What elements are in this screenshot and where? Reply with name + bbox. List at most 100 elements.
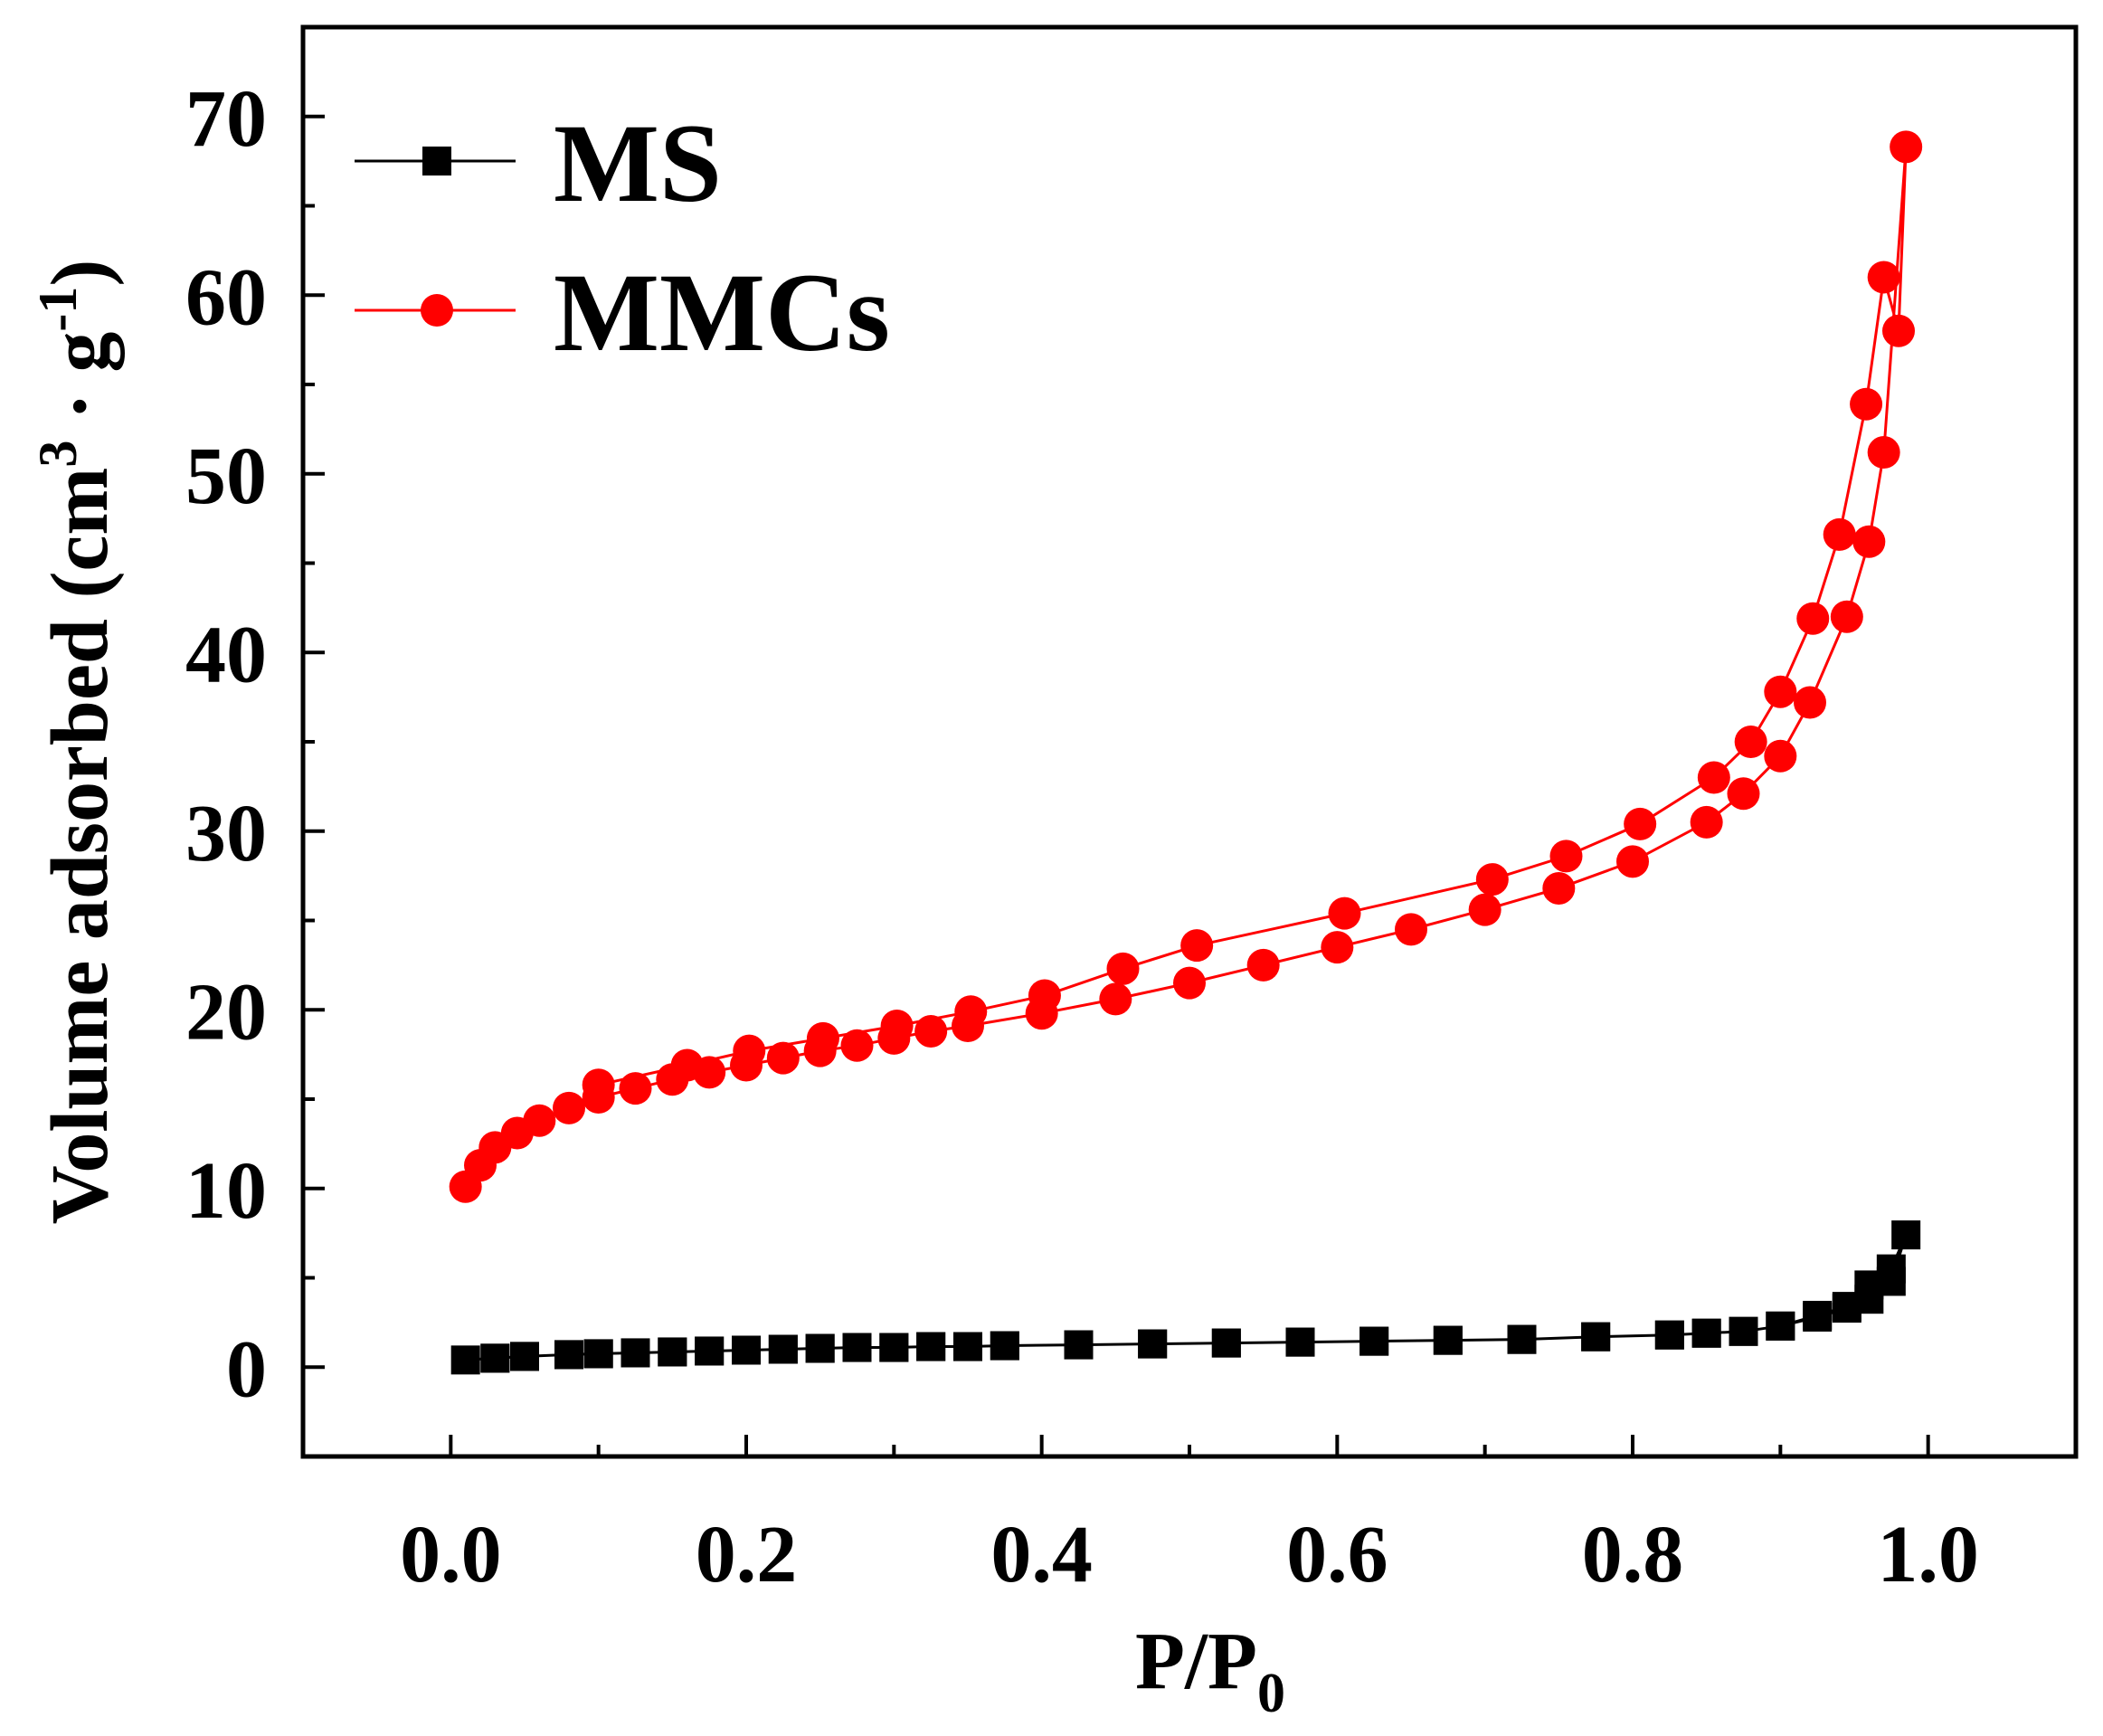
data-point-ms bbox=[583, 1339, 613, 1369]
data-point-mmcs bbox=[1246, 948, 1280, 982]
data-point-ms bbox=[1359, 1326, 1389, 1356]
data-point-mmcs bbox=[553, 1091, 585, 1124]
y-tick-label: 0 bbox=[226, 1324, 267, 1414]
data-point-ms bbox=[879, 1333, 909, 1362]
data-point-mmcs bbox=[954, 995, 988, 1029]
data-point-mmcs bbox=[1867, 436, 1900, 470]
series-mmcs bbox=[449, 130, 1923, 1203]
data-point-mmcs bbox=[1830, 600, 1863, 633]
series-ms bbox=[450, 1220, 1921, 1375]
data-point-ms bbox=[990, 1331, 1019, 1361]
y-tick-label: 20 bbox=[185, 967, 267, 1057]
data-point-ms bbox=[1832, 1292, 1861, 1322]
data-point-mmcs bbox=[619, 1072, 652, 1105]
data-point-ms bbox=[916, 1332, 946, 1361]
data-point-mmcs bbox=[914, 1014, 948, 1048]
data-point-ms bbox=[554, 1340, 583, 1370]
data-point-mmcs bbox=[1395, 913, 1427, 946]
x-tick-label: 0.8 bbox=[1582, 1510, 1684, 1599]
y-tick-label: 60 bbox=[185, 252, 267, 342]
data-point-mmcs bbox=[766, 1041, 800, 1075]
data-point-mmcs bbox=[1173, 966, 1206, 1000]
data-point-ms bbox=[480, 1343, 510, 1373]
legend: MS MMCs bbox=[355, 101, 890, 375]
data-point-mmcs bbox=[1727, 777, 1760, 811]
data-point-ms bbox=[805, 1333, 835, 1363]
x-axis-title: P/P0 bbox=[1135, 1617, 1285, 1724]
x-tick-label: 0.6 bbox=[1286, 1510, 1388, 1599]
y-tick-label: 70 bbox=[185, 74, 267, 164]
data-point-mmcs bbox=[1475, 863, 1509, 896]
y-tick-label: 10 bbox=[185, 1146, 267, 1236]
data-point-ms bbox=[1581, 1322, 1611, 1352]
series-layer bbox=[449, 130, 1923, 1375]
data-point-mmcs bbox=[1697, 761, 1730, 794]
axis-labels: 0.0 0.2 0.4 0.6 0.8 1.0 0 10 20 30 40 50 60 70 P/P0 Vol… bbox=[28, 74, 1979, 1724]
data-point-ms bbox=[842, 1333, 872, 1362]
x-tick-label: 1.0 bbox=[1877, 1510, 1979, 1599]
data-point-ms bbox=[1766, 1311, 1795, 1341]
data-point-ms bbox=[1285, 1327, 1315, 1357]
data-point-ms bbox=[1211, 1328, 1241, 1358]
x-tick-label: 0.4 bbox=[990, 1510, 1093, 1599]
data-point-mmcs bbox=[1321, 931, 1354, 964]
data-point-mmcs bbox=[670, 1048, 704, 1082]
legend-marker-ms bbox=[422, 147, 451, 175]
y-tick-label: 50 bbox=[185, 432, 267, 521]
data-point-mmcs bbox=[1542, 871, 1576, 905]
data-point-ms bbox=[510, 1342, 539, 1371]
data-point-mmcs bbox=[1823, 517, 1856, 551]
data-point-ms bbox=[732, 1335, 761, 1365]
data-point-ms bbox=[1433, 1325, 1463, 1355]
data-point-ms bbox=[953, 1332, 982, 1361]
data-point-ms bbox=[658, 1337, 687, 1367]
plot-frame bbox=[300, 24, 2079, 1459]
data-point-mmcs bbox=[1850, 387, 1883, 421]
data-point-mmcs bbox=[1867, 261, 1900, 294]
data-point-mmcs bbox=[1624, 807, 1657, 840]
data-point-mmcs bbox=[1796, 602, 1830, 635]
data-point-mmcs bbox=[1028, 979, 1061, 1012]
x-tick-label: 0.2 bbox=[696, 1510, 798, 1599]
data-point-ms bbox=[1729, 1316, 1758, 1346]
legend-label-ms: MS bbox=[554, 101, 722, 225]
data-point-mmcs bbox=[840, 1029, 874, 1062]
data-point-mmcs bbox=[1882, 314, 1915, 347]
data-point-mmcs bbox=[1099, 982, 1132, 1016]
data-point-mmcs bbox=[1616, 845, 1649, 878]
data-point-ms bbox=[768, 1334, 798, 1364]
data-point-mmcs bbox=[1794, 686, 1826, 719]
data-point-mmcs bbox=[733, 1034, 766, 1067]
data-point-ms bbox=[1691, 1318, 1721, 1348]
data-point-mmcs bbox=[1468, 893, 1501, 926]
data-point-ms bbox=[695, 1336, 725, 1366]
legend-marker-mmcs bbox=[421, 294, 453, 327]
data-point-mmcs bbox=[880, 1010, 914, 1043]
data-point-mmcs bbox=[1328, 896, 1361, 930]
data-point-ms bbox=[620, 1338, 650, 1368]
data-point-ms bbox=[1654, 1320, 1684, 1350]
data-point-ms bbox=[1138, 1329, 1168, 1359]
data-point-mmcs bbox=[806, 1021, 839, 1055]
data-point-mmcs bbox=[1690, 805, 1723, 839]
data-point-ms bbox=[1064, 1330, 1094, 1360]
data-point-mmcs bbox=[1106, 952, 1140, 985]
data-point-mmcs bbox=[1764, 739, 1797, 773]
data-point-ms bbox=[1891, 1220, 1921, 1250]
data-point-ms bbox=[1507, 1324, 1537, 1354]
data-point-mmcs bbox=[1180, 929, 1214, 963]
data-point-mmcs bbox=[523, 1104, 556, 1137]
x-tick-label: 0.0 bbox=[400, 1510, 502, 1599]
data-point-mmcs bbox=[1890, 130, 1923, 164]
legend-label-mmcs: MMCs bbox=[554, 251, 890, 375]
data-point-mmcs bbox=[1764, 675, 1797, 708]
y-axis-title: Volume adsorbed (cm3 · g-1) bbox=[28, 260, 125, 1225]
data-point-mmcs bbox=[1852, 525, 1886, 558]
data-point-mmcs bbox=[1549, 840, 1583, 873]
data-point-ms bbox=[1803, 1300, 1833, 1330]
axis-ticks bbox=[303, 114, 1930, 1456]
y-tick-label: 40 bbox=[185, 610, 267, 699]
y-tick-label: 30 bbox=[185, 789, 267, 878]
data-point-mmcs bbox=[1734, 726, 1767, 758]
